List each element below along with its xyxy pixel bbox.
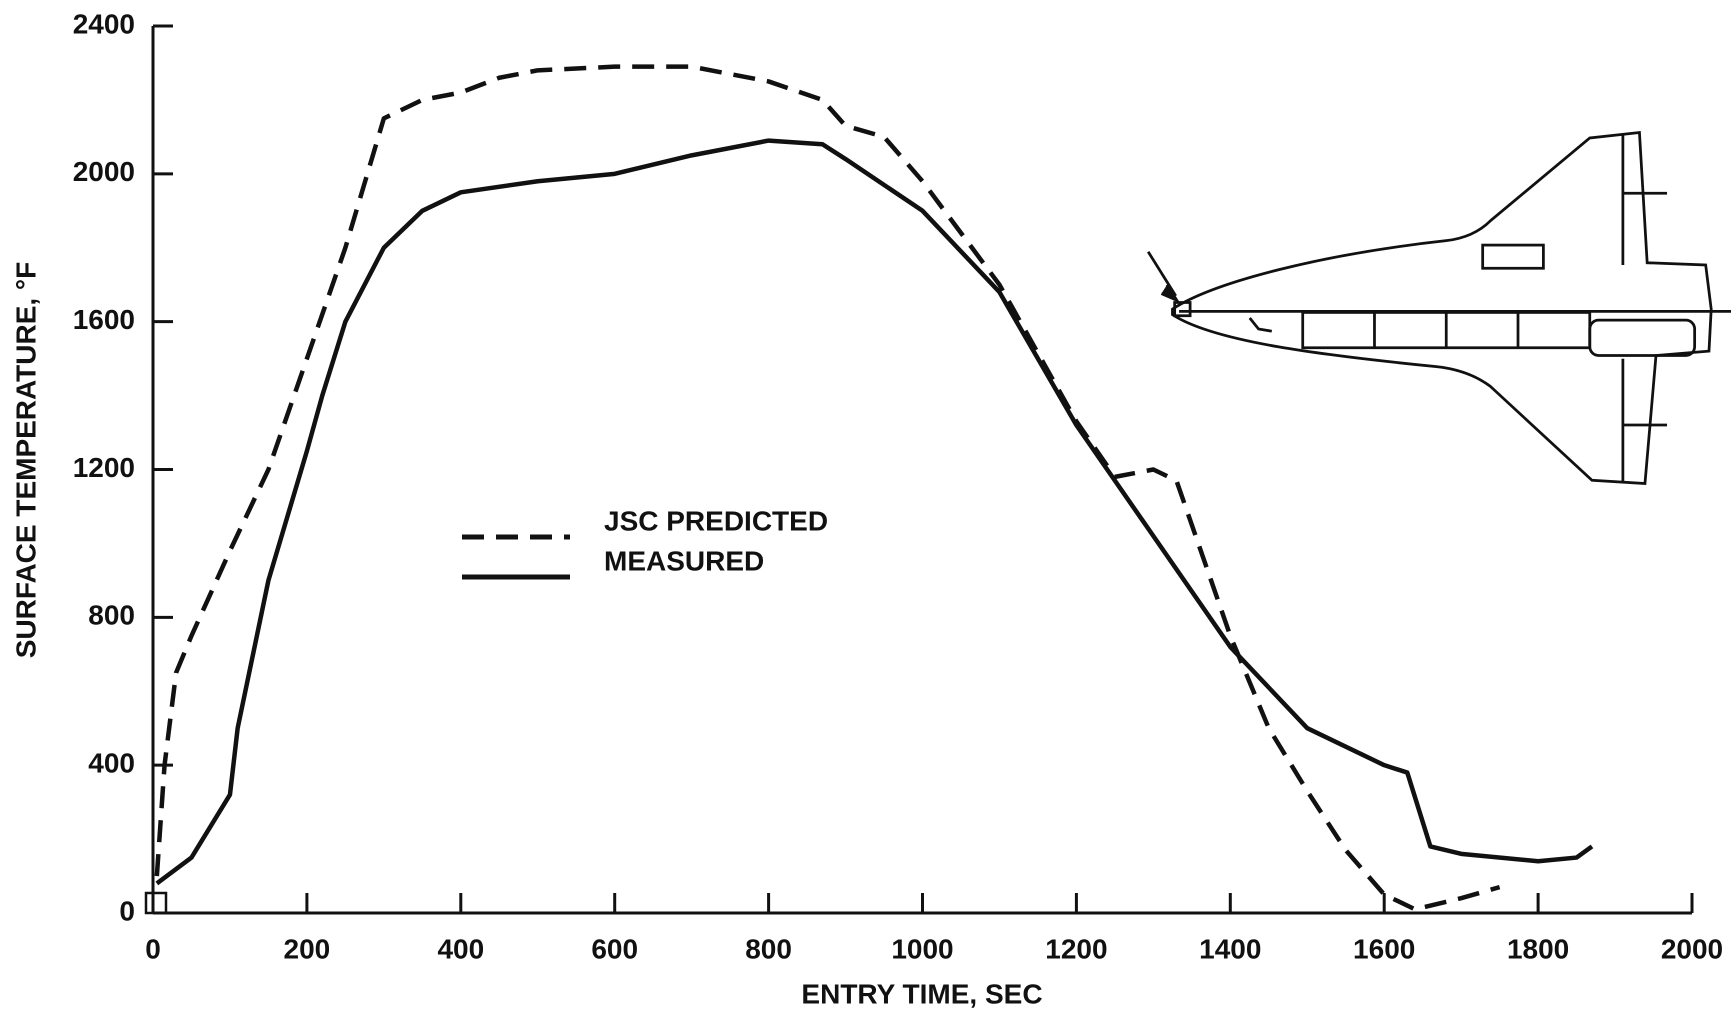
y-tick-label: 400	[88, 748, 135, 779]
x-tick-label: 2000	[1661, 933, 1723, 964]
x-tick-label: 1200	[1045, 933, 1107, 964]
x-tick-label: 800	[745, 933, 792, 964]
x-tick-label: 200	[284, 933, 331, 964]
y-axis-title: SURFACE TEMPERATURE, °F	[10, 262, 41, 658]
x-tick-label: 1800	[1507, 933, 1569, 964]
x-tick-label: 1400	[1199, 933, 1261, 964]
sensor-marker	[144, 891, 168, 915]
x-tick-label: 400	[437, 933, 484, 964]
data-line	[154, 64, 1501, 912]
x-tick-label: 1600	[1353, 933, 1415, 964]
y-tick-label: 2400	[73, 8, 135, 39]
y-tick-label: 0	[119, 895, 135, 926]
x-tick-label: 0	[145, 933, 161, 964]
y-tick-label: 1600	[73, 304, 135, 335]
y-tick-label: 800	[88, 600, 135, 631]
y-tick-label: 1200	[73, 452, 135, 483]
data-line	[155, 138, 1594, 886]
legend-label: MEASURED	[604, 545, 764, 576]
x-tick-label: 600	[591, 933, 638, 964]
x-axis-title: ENTRY TIME, SEC	[801, 978, 1042, 1009]
shuttle-drawing	[1146, 130, 1731, 486]
y-tick-label: 2000	[73, 156, 135, 187]
x-tick-label: 1000	[891, 933, 953, 964]
legend-label: JSC PREDICTED	[604, 505, 828, 536]
